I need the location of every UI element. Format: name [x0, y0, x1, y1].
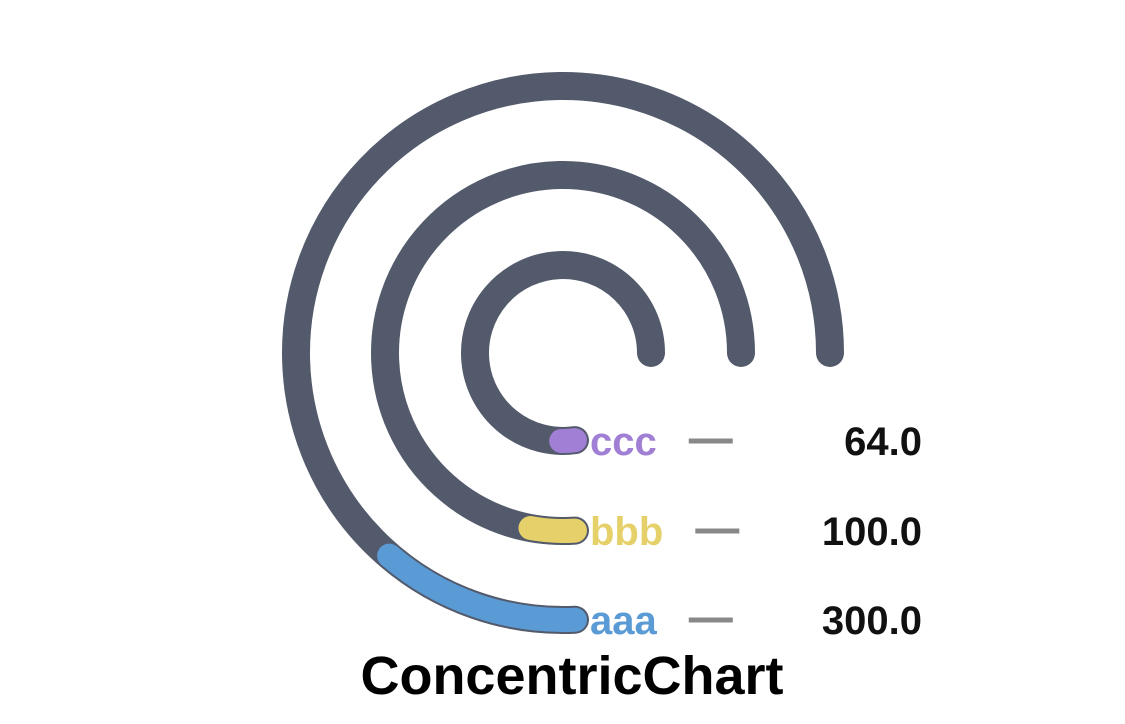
value-arcs: [377, 428, 587, 632]
legend-value-ccc: 64.0: [844, 420, 922, 464]
legend-label-ccc: ccc: [590, 420, 657, 464]
value-arc-aaa: [377, 543, 587, 632]
value-arc-bbb: [518, 516, 587, 543]
value-arc-ccc: [549, 428, 587, 453]
chart-title: ConcentricChart: [360, 646, 783, 706]
track-arc-ccc: [461, 251, 665, 455]
legend-value-aaa: 300.0: [822, 599, 922, 643]
legend-label-aaa: aaa: [590, 599, 657, 643]
track-arc-bbb: [371, 161, 755, 545]
legend-value-bbb: 100.0: [822, 510, 922, 554]
legend-label-bbb: bbb: [590, 510, 663, 554]
legend: aaa 300.0 bbb 100.0 ccc 64.0: [590, 420, 922, 643]
